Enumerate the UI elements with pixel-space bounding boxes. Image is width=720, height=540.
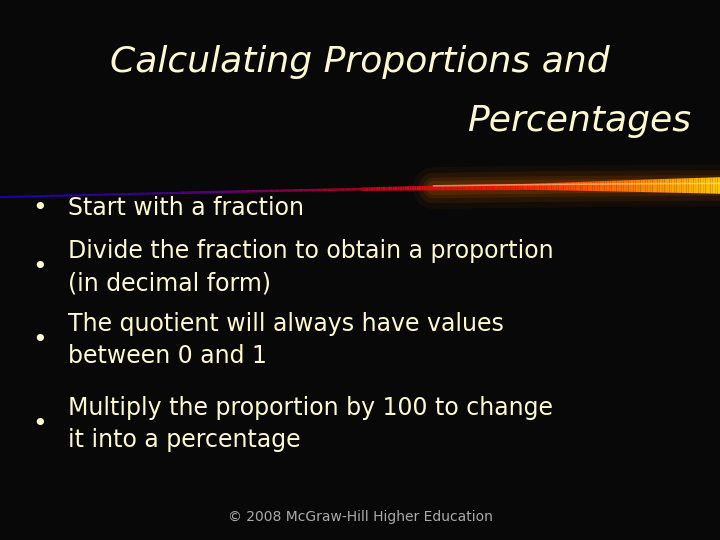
Text: Percentages: Percentages — [467, 105, 691, 138]
Text: Start with a fraction: Start with a fraction — [68, 196, 305, 220]
Text: •: • — [32, 412, 47, 436]
Text: Calculating Proportions and: Calculating Proportions and — [110, 45, 610, 79]
Text: © 2008 McGraw-Hill Higher Education: © 2008 McGraw-Hill Higher Education — [228, 510, 492, 524]
Text: •: • — [32, 328, 47, 352]
Text: The quotient will always have values
between 0 and 1: The quotient will always have values bet… — [68, 312, 504, 368]
Text: •: • — [32, 255, 47, 279]
Text: Multiply the proportion by 100 to change
it into a percentage: Multiply the proportion by 100 to change… — [68, 396, 554, 452]
Text: •: • — [32, 196, 47, 220]
Text: Divide the fraction to obtain a proportion
(in decimal form): Divide the fraction to obtain a proporti… — [68, 239, 554, 295]
